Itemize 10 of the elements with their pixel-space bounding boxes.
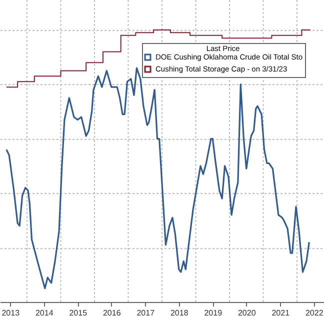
x-tick-label: 2020 [238, 308, 256, 318]
x-tick-label: 2013 [2, 308, 20, 318]
x-tick-label: 2015 [69, 308, 88, 318]
x-tick-label: 2019 [204, 308, 223, 318]
x-tick-label: 2016 [102, 308, 122, 318]
x-tick-label: 2021 [272, 308, 290, 318]
x-tick-label: 2017 [136, 308, 156, 318]
x-tick-label: 2018 [170, 308, 189, 318]
x-tick-label: 2022 [305, 308, 324, 318]
x-tick-label: 2014 [35, 308, 54, 318]
